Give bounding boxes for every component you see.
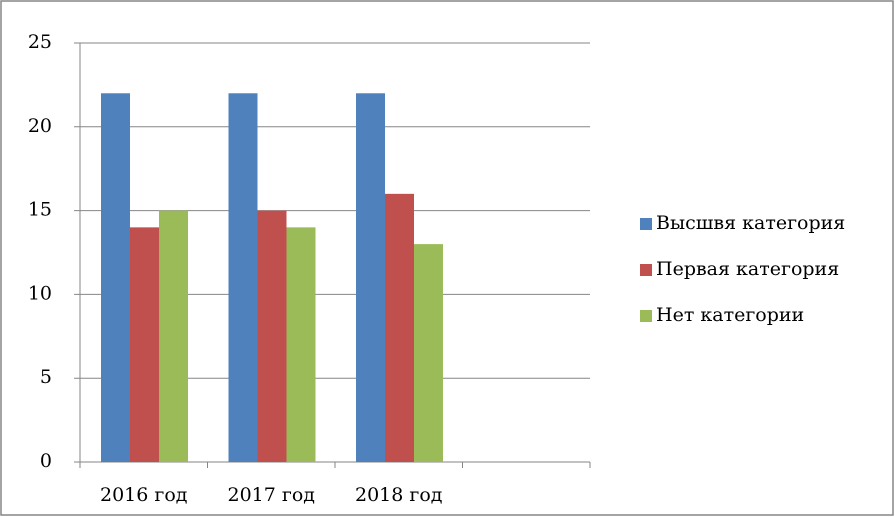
x-tick-label: 2016 год xyxy=(100,484,188,506)
bar xyxy=(286,227,316,462)
x-tick-label: 2018 год xyxy=(355,484,443,506)
bar xyxy=(228,93,258,462)
bar xyxy=(159,210,188,462)
y-tick-label: 25 xyxy=(28,31,52,53)
bar xyxy=(130,227,159,462)
y-tick-label: 20 xyxy=(28,115,52,137)
y-tick-label: 10 xyxy=(28,282,52,304)
x-tick-label: 2017 год xyxy=(228,484,316,506)
y-tick-label: 15 xyxy=(28,199,52,221)
legend-label: Нет категории xyxy=(656,304,804,326)
legend-swatch xyxy=(640,264,652,276)
bar xyxy=(385,193,414,462)
legend-label: Первая категория xyxy=(656,258,839,280)
bar xyxy=(356,93,385,462)
legend-label: Высшвя категория xyxy=(656,212,845,234)
bar xyxy=(414,244,443,462)
y-tick-label: 0 xyxy=(40,450,52,472)
y-tick-label: 5 xyxy=(40,366,52,388)
bar xyxy=(101,93,130,462)
bar xyxy=(257,210,287,462)
legend-swatch xyxy=(640,218,652,230)
legend-swatch xyxy=(640,310,652,322)
